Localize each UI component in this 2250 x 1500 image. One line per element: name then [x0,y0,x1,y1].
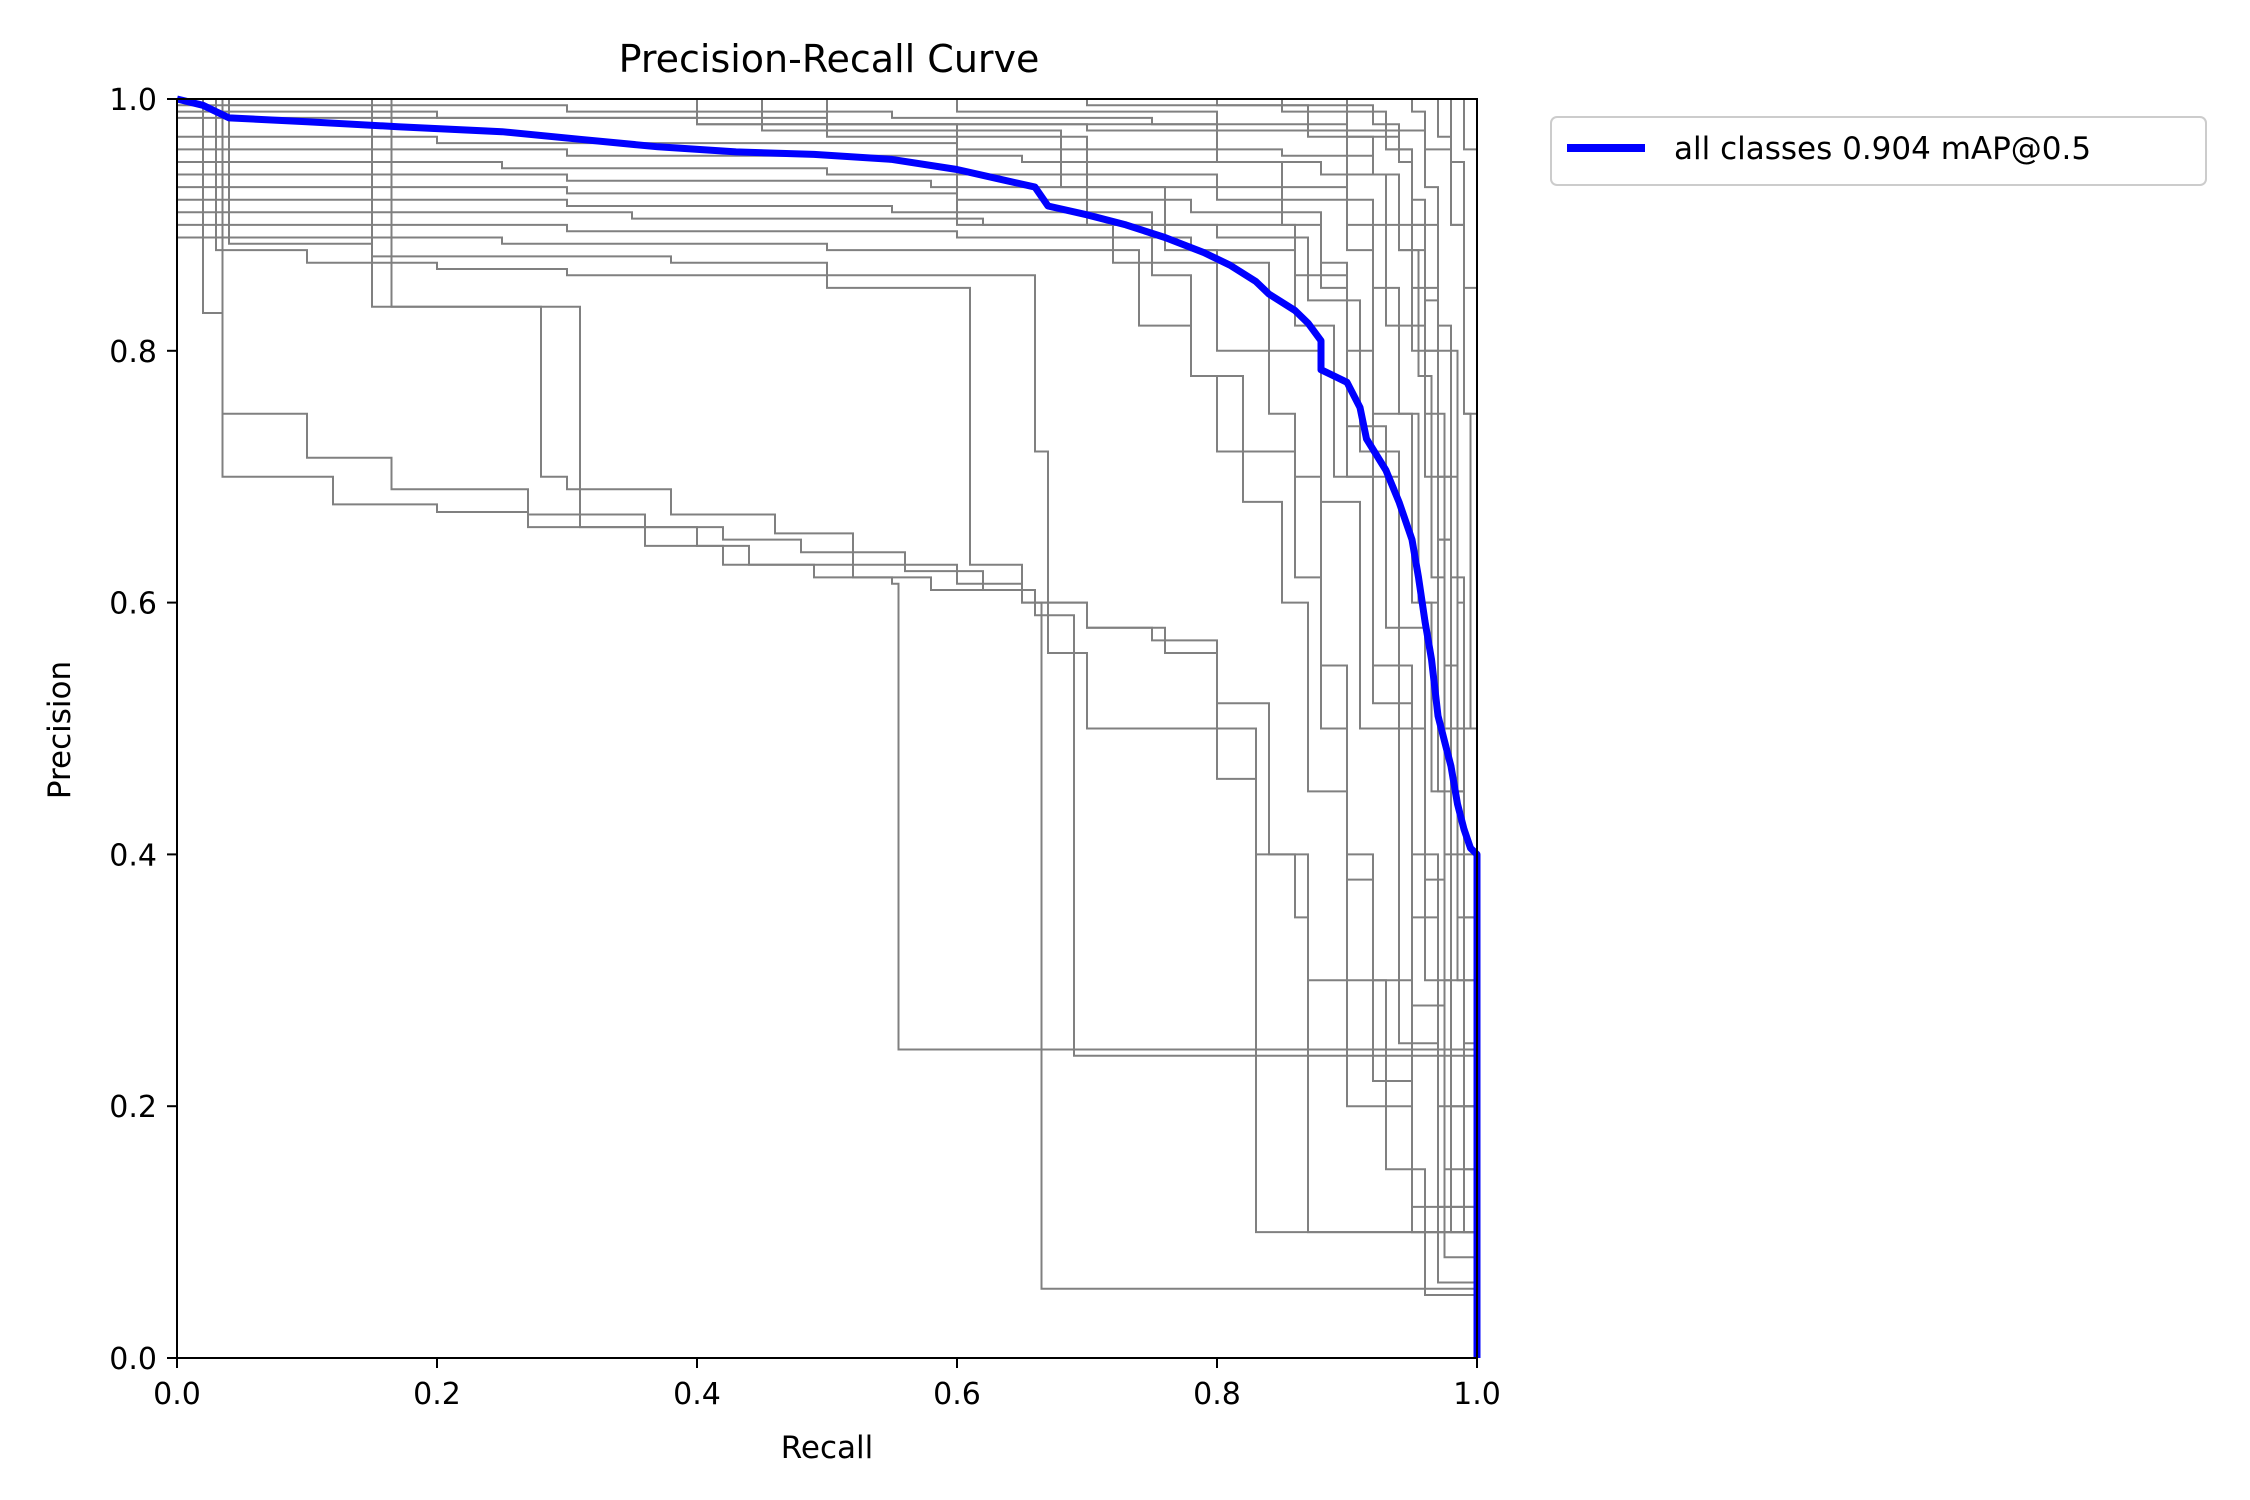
class-curve-14 [177,98,1478,1358]
class-curve-18 [177,98,1478,1358]
class-curve-12 [177,236,1478,1358]
x-tick-label: 1.0 [1453,1377,1501,1412]
y-tick-label: 0.0 [109,1342,157,1377]
class-curves [177,98,1478,1358]
x-axis-label: Recall [781,1430,874,1466]
y-tick-label: 0.8 [109,335,157,370]
y-tick-label: 0.2 [109,1090,157,1125]
y-tick-label: 0.4 [109,838,157,873]
class-curve-7 [177,173,1478,1358]
class-curve-6 [177,161,1478,1358]
class-curve-23 [177,98,1478,1358]
class-curve-5 [177,148,1478,1358]
y-axis-label: Precision [42,661,78,799]
all-classes-curve [176,95,1481,1358]
legend-label: all classes 0.904 mAP@0.5 [1674,131,2091,167]
chart-title: Precision-Recall Curve [619,37,1040,81]
y-tick-label: 0.6 [109,587,157,622]
plot-area-frame [176,98,1478,1359]
class-curve-30 [177,98,1478,1358]
x-tick-label: 0.2 [413,1377,461,1412]
x-tick-label: 0.8 [1193,1377,1241,1412]
class-curve-9 [177,198,1478,1358]
x-axis: 0.0 0.2 0.4 0.6 0.8 1.0 [153,1358,1501,1412]
legend-box [1550,116,2207,186]
class-curve-8 [177,186,1478,1358]
class-curve-10 [177,211,1478,1358]
legend: all classes 0.904 mAP@0.5 [1550,116,2207,186]
x-tick-label: 0.6 [933,1377,981,1412]
class-curve-11 [177,223,1478,1358]
class-curve-29 [177,98,1478,1358]
x-tick-label: 0.4 [673,1377,721,1412]
all-classes-curve-group [176,95,1481,1358]
class-curve-21 [177,98,1478,1358]
class-curve-4 [177,135,1478,1358]
y-tick-label: 1.0 [109,83,157,118]
class-curve-22 [177,98,1478,1358]
class-curve-16 [177,98,1478,1358]
x-tick-label: 0.0 [153,1377,201,1412]
class-curve-17 [177,98,1478,1358]
y-axis: 0.0 0.2 0.4 0.6 0.8 1.0 [109,83,177,1377]
